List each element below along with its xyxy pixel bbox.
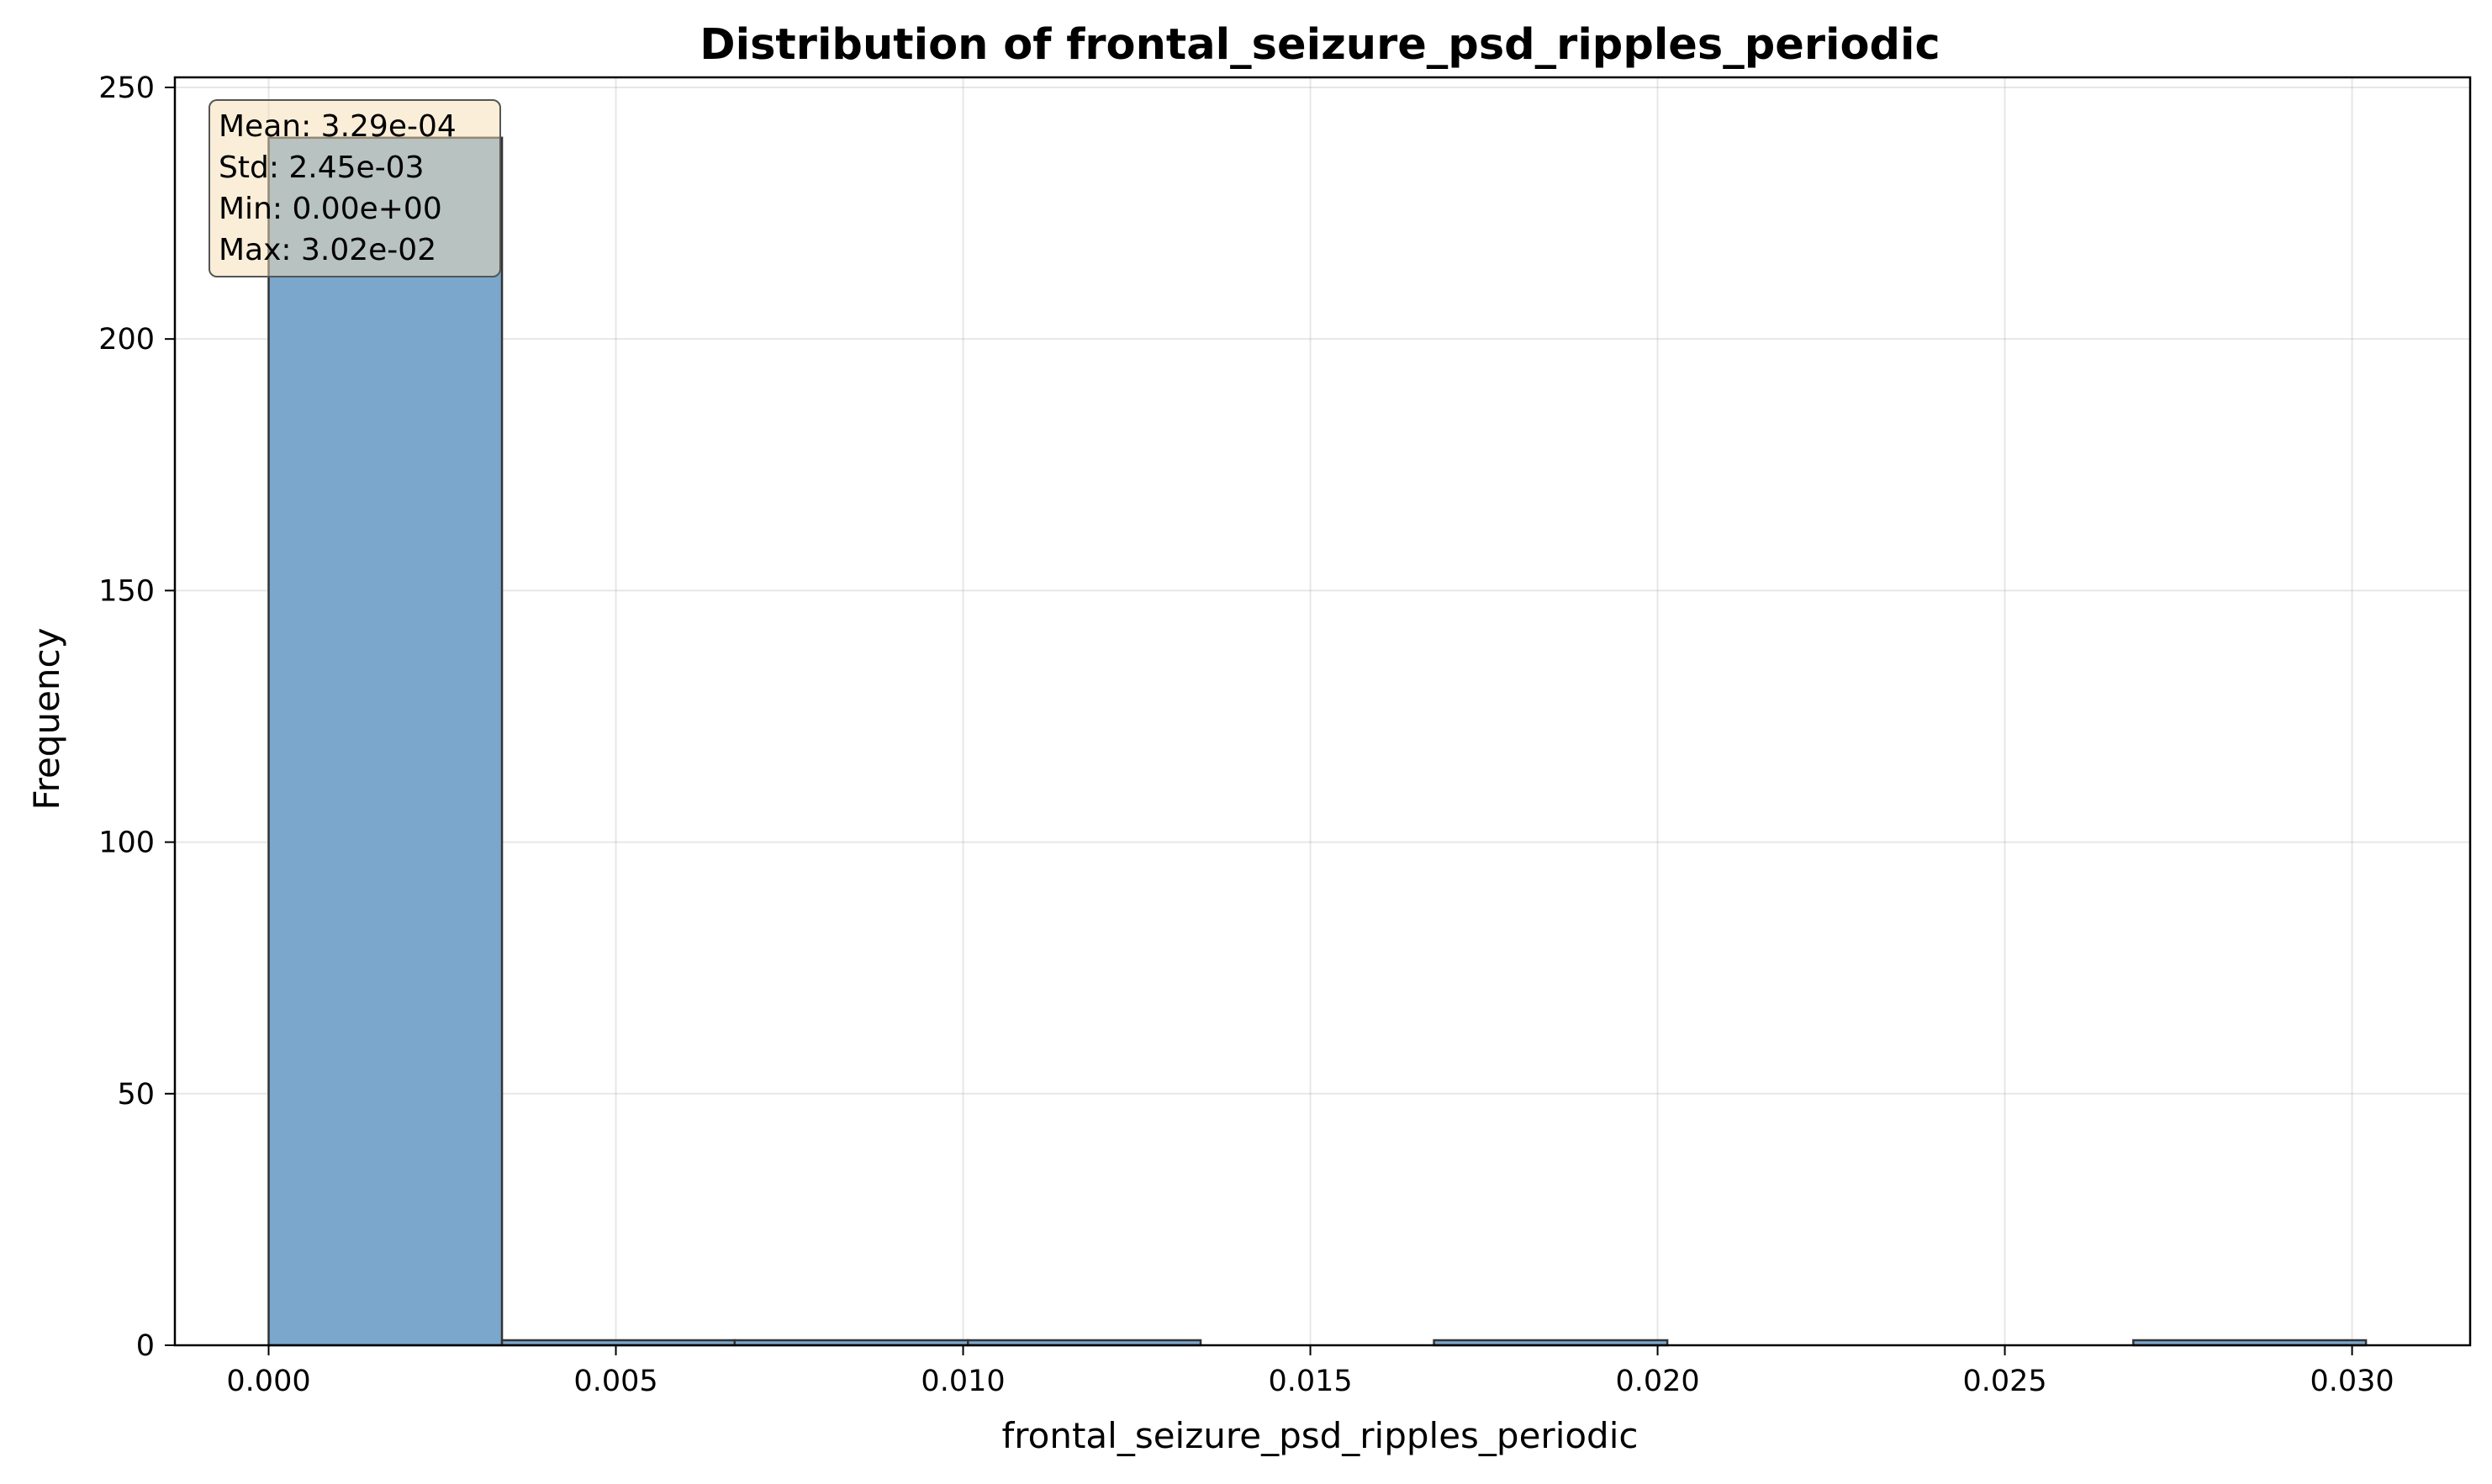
axes <box>165 76 2472 1355</box>
x-tick-label: 0.010 <box>921 1365 1005 1398</box>
histogram-bar <box>267 136 504 1347</box>
x-tick-label: 0.015 <box>1268 1365 1352 1398</box>
histogram-bars <box>267 136 2368 1347</box>
tick-labels: 0.000 0.005 0.010 0.015 0.020 0.025 0.030 0 50 10… <box>98 71 2394 1398</box>
x-tick-label: 0.030 <box>2310 1365 2394 1398</box>
x-axis-label: frontal_seizure_psd_ripples_periodic <box>1002 1415 1639 1456</box>
stat-mean: Mean: 3.29e-04 <box>219 109 457 144</box>
statistics-box: Mean: 3.29e-04 Std: 2.45e-03 Min: 0.00e+… <box>209 99 501 277</box>
y-tick-label: 150 <box>98 574 155 608</box>
x-tick-label: 0.005 <box>573 1365 657 1398</box>
y-tick-label: 100 <box>98 826 155 860</box>
plot-frame <box>173 76 2472 1347</box>
stat-std: Std: 2.45e-03 <box>219 151 425 185</box>
grid-lines <box>175 77 2470 1346</box>
x-tick-label: 0.020 <box>1615 1365 1699 1398</box>
y-tick-label: 0 <box>136 1329 155 1363</box>
x-tick-label: 0.025 <box>1962 1365 2046 1398</box>
y-tick-label: 200 <box>98 323 155 356</box>
y-axis-label: Frequency <box>26 628 67 811</box>
stat-max: Max: 3.02e-02 <box>219 233 437 267</box>
x-tick-label: 0.000 <box>226 1365 310 1398</box>
chart-title: Distribution of frontal_seizure_psd_ripp… <box>700 20 1940 70</box>
y-tick-label: 250 <box>98 71 155 105</box>
y-tick-label: 50 <box>117 1078 155 1112</box>
stat-min: Min: 0.00e+00 <box>219 192 442 226</box>
